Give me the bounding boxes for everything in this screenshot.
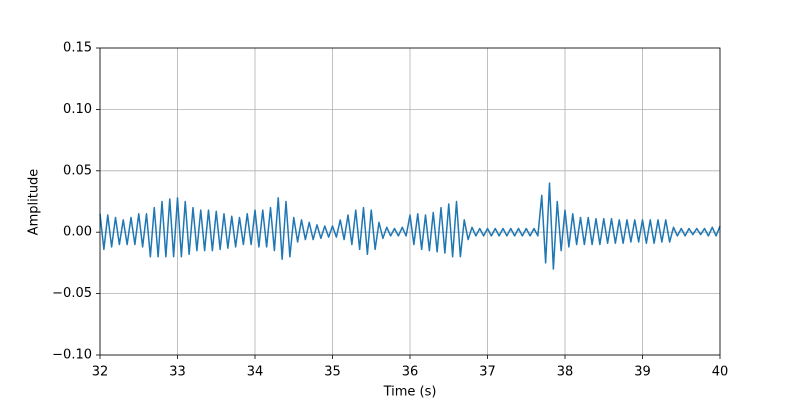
y-tick-label: −0.10 [52, 348, 92, 363]
y-tick-label: 0.05 [63, 163, 92, 178]
waveform [99, 182, 721, 270]
x-axis-label: Time (s) [383, 385, 437, 400]
x-tick-label: 36 [402, 365, 419, 380]
x-tick-label: 32 [92, 365, 109, 380]
x-tick-label: 37 [479, 365, 496, 380]
x-tick-label: 34 [247, 365, 264, 380]
y-tick-label: −0.05 [52, 286, 92, 301]
y-axis-label: Amplitude [27, 169, 42, 236]
x-tick-label: 35 [324, 365, 341, 380]
plot-frame [99, 47, 721, 356]
x-tick-label: 33 [169, 365, 186, 380]
y-tick-label: 0.10 [63, 102, 92, 117]
y-tick-label: 0.00 [63, 225, 92, 240]
x-tick-label: 38 [557, 365, 574, 380]
y-tick-label: 0.15 [63, 41, 92, 56]
x-tick-label: 39 [634, 365, 651, 380]
x-tick-label: 40 [712, 365, 729, 380]
